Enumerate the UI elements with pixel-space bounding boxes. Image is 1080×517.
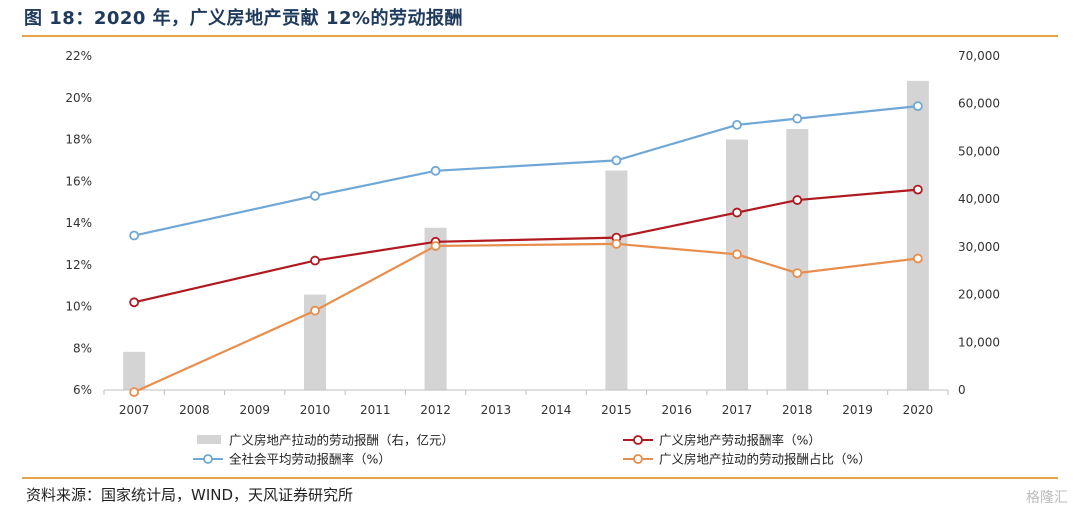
point-red: [792, 195, 803, 205]
point-blue: [310, 190, 320, 201]
point-orange: [792, 268, 803, 279]
point-red: [129, 297, 140, 308]
y-right-tick-label: 70,000: [958, 49, 1000, 63]
x-tick-label: 2019: [842, 403, 873, 417]
bar-2012: [424, 227, 447, 390]
x-tick-label: 2012: [420, 403, 451, 417]
y-right-tick-label: 40,000: [958, 192, 1000, 206]
figure-title: 图 18：2020 年，广义房地产贡献 12%的劳动报酬: [24, 8, 464, 29]
y-right-tick-label: 10,000: [958, 335, 1000, 349]
legend-marker-red: [633, 435, 643, 445]
x-tick-label: 2018: [782, 403, 813, 417]
point-orange: [129, 387, 140, 397]
y-right-tick-label: 60,000: [958, 97, 1000, 111]
point-red: [732, 207, 742, 218]
legend-label-orange: 广义房地产拉动的劳动报酬占比（%）: [659, 452, 871, 467]
point-orange: [310, 305, 320, 316]
y-left-tick-label: 10%: [65, 300, 92, 314]
x-tick-label: 2007: [119, 403, 150, 417]
x-tick-label: 2016: [661, 403, 692, 417]
x-tick-label: 2013: [481, 403, 512, 417]
legend-label-red: 广义房地产劳动报酬率（%）: [659, 433, 821, 448]
x-tick-label: 2020: [903, 403, 934, 417]
x-tick-label: 2015: [601, 403, 632, 417]
legend-label-blue: 全社会平均劳动报酬率（%）: [229, 452, 391, 467]
x-tick-label: 2009: [239, 403, 270, 417]
legend-marker-blue: [203, 454, 213, 464]
point-orange: [912, 253, 923, 264]
x-tick-label: 2011: [360, 403, 391, 417]
point-blue: [792, 113, 803, 124]
bar-2017: [726, 139, 748, 390]
x-tick-label: 2014: [541, 403, 572, 417]
point-red: [912, 184, 923, 195]
y-left-tick-label: 22%: [65, 49, 92, 63]
point-blue: [129, 230, 140, 241]
x-tick-label: 2010: [300, 403, 331, 417]
y-right-tick-label: 20,000: [958, 288, 1000, 302]
x-tick-label: 2008: [179, 403, 210, 417]
legend-label-bar: 广义房地产拉动的劳动报酬（右，亿元）: [229, 433, 454, 448]
point-orange: [430, 241, 441, 251]
y-left-tick-label: 16%: [65, 174, 92, 188]
y-left-tick-label: 8%: [73, 341, 92, 355]
y-right-tick-label: 0: [958, 383, 966, 397]
y-left-tick-label: 14%: [65, 216, 92, 230]
bar-2020: [906, 80, 929, 390]
bar-2015: [605, 170, 628, 390]
legend-marker-orange: [633, 454, 643, 464]
point-blue: [912, 101, 923, 111]
watermark-logo: 格隆汇: [1026, 490, 1068, 506]
bar-2018: [786, 129, 809, 390]
y-left-tick-label: 18%: [65, 133, 92, 147]
y-left-tick-label: 6%: [73, 383, 92, 397]
legend-swatch-bar: [197, 435, 221, 444]
point-blue: [430, 165, 441, 176]
point-orange: [732, 249, 742, 260]
point-blue: [732, 119, 742, 130]
bar-2010: [304, 294, 326, 390]
footer-divider: [22, 477, 1058, 479]
y-left-tick-label: 20%: [65, 91, 92, 105]
bar-2007: [123, 351, 146, 390]
point-orange: [611, 238, 622, 249]
point-blue: [611, 155, 622, 166]
x-tick-label: 2017: [722, 403, 753, 417]
title-divider: [22, 35, 1058, 37]
source-note: 资料来源：国家统计局，WIND，天风证券研究所: [26, 486, 354, 504]
y-right-tick-label: 30,000: [958, 240, 1000, 254]
y-left-tick-label: 12%: [65, 258, 92, 272]
point-red: [310, 255, 320, 266]
y-right-tick-label: 50,000: [958, 144, 1000, 158]
